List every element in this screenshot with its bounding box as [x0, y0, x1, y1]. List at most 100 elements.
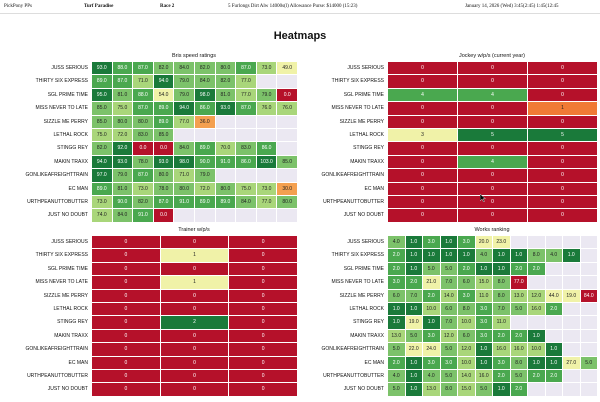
- heatmap-cell: 81.0: [112, 182, 134, 196]
- table-row: 89.0 87.0 71.0 94.0 79.0 84.0 82.0 77.0: [92, 75, 298, 89]
- heatmap-cell: 20.0: [475, 236, 493, 250]
- horse-label: STINGG REY: [353, 319, 384, 326]
- heatmap-cell: 1.0: [405, 370, 423, 384]
- heatmap-cell: 21.0: [423, 276, 441, 290]
- heatmap-cell: 0: [160, 343, 230, 357]
- horse-label: SIZZLE ME PERRY: [43, 118, 88, 125]
- heatmap-cell: 4.0: [388, 370, 406, 384]
- heatmap-cell: 2.0: [458, 262, 476, 277]
- heatmap-cell: 0: [92, 370, 161, 384]
- heatmap-cell: 81.0: [215, 88, 237, 103]
- horse-label: SGL PRIME TIME: [343, 91, 384, 98]
- heatmap-cell: 5.0: [440, 343, 458, 357]
- heatmap-cell: [563, 303, 581, 317]
- horse-label: THIRTY SIX EXPRESS: [331, 78, 384, 85]
- heatmap-cell: 13.0: [510, 289, 528, 303]
- heatmap-cell: 80.0: [112, 115, 134, 129]
- horse-label: MAKIN TRAXX: [54, 158, 88, 165]
- heatmap-cell: 82.0: [215, 75, 237, 89]
- heatmap-cell: 6.0: [440, 303, 458, 317]
- heatmap-cell: 1.0: [475, 356, 493, 370]
- heatmap-cell: [215, 169, 237, 183]
- heatmap-cell: [215, 209, 237, 223]
- heatmap-cell: 7.0: [440, 316, 458, 330]
- heatmap-cell: 0: [160, 289, 230, 303]
- heatmap-cell: 0: [160, 356, 230, 370]
- heatmap-cell: 84.0: [174, 142, 195, 156]
- heatmap-cell: 1: [528, 102, 598, 116]
- heatmap-cell: 16.0: [475, 370, 493, 384]
- heatmap-cell: 5.0: [510, 303, 528, 317]
- heatmap-cell: 82.0: [153, 62, 175, 76]
- heatmap-cell: [580, 343, 598, 357]
- heatmap-cell: 0: [229, 289, 298, 303]
- heatmap-cell: 3.0: [423, 356, 441, 370]
- heatmap-cell: [256, 129, 278, 143]
- table-row: 85.0 75.0 87.0 89.0 94.0 86.0 93.0 87.0 76.0 76.0: [92, 102, 298, 116]
- heatmap-cell: 83.0: [133, 129, 154, 143]
- heatmap-cell: 89.0: [195, 142, 216, 156]
- heatmap-cell: 1.0: [528, 329, 546, 344]
- heatmap-cell: 0: [92, 303, 161, 317]
- table-row: 1.0 19.0 1.0 7.0 10.0 3.0 11.0: [388, 316, 598, 330]
- heatmap-cell: [563, 329, 581, 344]
- heatmap-cell: 1: [160, 276, 230, 290]
- brand-label: PickPony PPs: [4, 4, 32, 9]
- horse-label: EC MAN: [364, 359, 384, 366]
- heatmap-cell: 73.0: [256, 182, 278, 196]
- table-row: 5.0 1.0 13.0 8.0 15.0 5.0 1.0 2.0: [388, 383, 598, 397]
- horse-label: JUST NO DOUBT: [343, 386, 384, 393]
- horse-label: JUST NO DOUBT: [47, 386, 88, 393]
- heatmap-cell: 74.0: [92, 209, 113, 223]
- heatmap-cell: 77.0: [236, 88, 257, 103]
- horse-label: MISS NEVER TO LATE: [35, 279, 88, 286]
- heatmap-cell: 5.0: [405, 329, 423, 344]
- heatmap-cell: 11.0: [493, 316, 511, 330]
- heatmap-cell: [510, 236, 528, 250]
- heatmap-cell: 4.0: [545, 249, 563, 263]
- heatmap-cell: 3.0: [458, 236, 476, 250]
- heatmap-cell: 3.0: [475, 329, 493, 344]
- horse-label: URTHPEANUTTOBUTTER: [27, 199, 88, 205]
- heatmap-cell: 0: [160, 329, 230, 344]
- heatmap-cell: 93.0: [92, 62, 113, 76]
- heatmap-cell: 3.0: [475, 316, 493, 330]
- heatmap-cell: [277, 115, 298, 129]
- heatmap-cell: 75.0: [112, 102, 134, 116]
- heatmap-cell: 82.0: [92, 142, 113, 156]
- heatmap-cell: 0: [229, 383, 298, 397]
- heatmap-cell: 80.0: [133, 115, 154, 129]
- heatmap-cell: [545, 276, 563, 290]
- heatmap-cell: 1.0: [405, 236, 423, 250]
- table-row: 4.0 1.0 4.0 5.0 14.0 16.0 2.0 5.0 2.0 2.0: [388, 370, 598, 384]
- horse-label: LETHAL ROCK: [349, 306, 384, 312]
- horse-label: GONLIKEAFREIGHTTRAIN: [321, 346, 384, 353]
- heatmap-cell: [195, 129, 216, 143]
- heatmap-cell: 91.0: [133, 209, 154, 223]
- heatmap-cell: [528, 276, 546, 290]
- heatmap-cell: 3: [388, 129, 458, 143]
- horse-label: STINGG REY: [57, 319, 88, 326]
- heatmap-cell: 2.0: [545, 370, 563, 384]
- table-row: 85.0 80.0 80.0 89.0 77.0 36.0: [92, 115, 298, 129]
- heatmap-cell: 1.0: [405, 262, 423, 277]
- heatmap-cell: 4: [458, 155, 528, 170]
- horse-label: SGL PRIME TIME: [47, 265, 88, 272]
- heatmap-cell: 0: [528, 115, 598, 129]
- horse-label: GONLIKEAFREIGHTTRAIN: [25, 346, 88, 353]
- heatmap-cell: 86.0: [236, 155, 257, 170]
- table-row: 82.0 92.0 0.0 0.0 84.0 89.0 70.0 83.0 86.0: [92, 142, 298, 156]
- heatmap-cell: 95.0: [92, 88, 113, 103]
- heatmap-cell: 88.0: [133, 88, 154, 103]
- heatmap-cell: 0: [229, 236, 298, 250]
- report-header: PickPony PPs Turf Paradise Race 2 5 Furl…: [0, 0, 600, 14]
- heatmap-cell: [580, 329, 598, 344]
- heatmap-cell: 92.0: [112, 142, 134, 156]
- heatmap-cell: 0: [229, 262, 298, 277]
- heatmap-cell: 5: [528, 129, 598, 143]
- heatmap-cell: 71.0: [174, 169, 195, 183]
